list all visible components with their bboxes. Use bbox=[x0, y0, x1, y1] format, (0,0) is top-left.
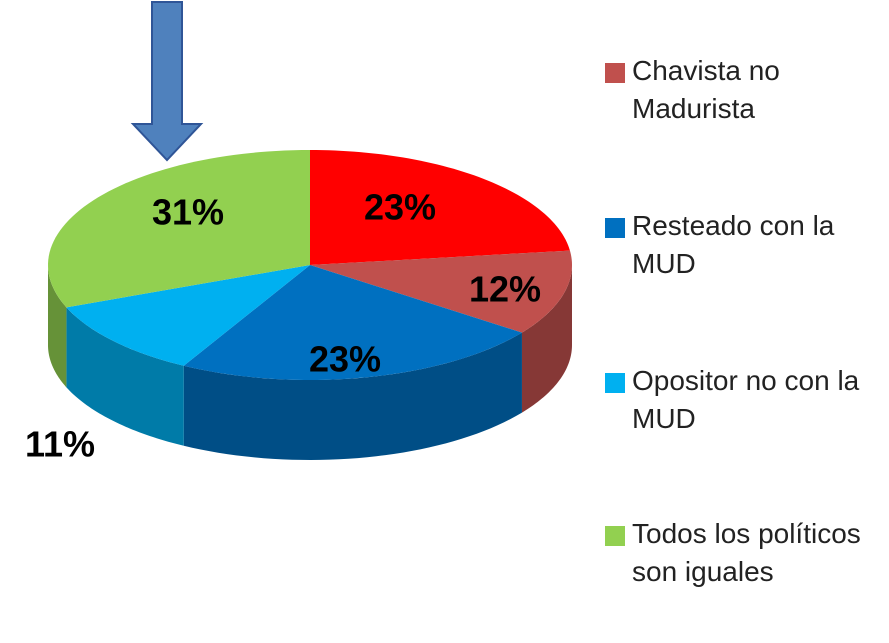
slice bbox=[310, 250, 572, 333]
arrow-shape bbox=[130, 1, 204, 162]
data-label: 12% bbox=[469, 269, 541, 310]
data-label: 31% bbox=[152, 192, 224, 233]
legend-label: Todos los políticos son iguales bbox=[632, 518, 861, 587]
legend-item: Chavista no Madurista bbox=[605, 52, 875, 128]
legend-item: Opositor no con la MUD bbox=[605, 362, 875, 438]
legend-swatch bbox=[605, 526, 625, 546]
slice bbox=[310, 150, 570, 265]
slice-side bbox=[183, 332, 522, 460]
arrow bbox=[130, 1, 204, 162]
legend-label: Opositor no con la MUD bbox=[632, 365, 860, 434]
legend-swatch bbox=[605, 63, 625, 83]
slice bbox=[183, 265, 522, 380]
legend-label: Chavista no Madurista bbox=[632, 55, 780, 124]
data-label: 11% bbox=[25, 424, 95, 465]
slice bbox=[48, 150, 310, 308]
slice bbox=[66, 265, 310, 366]
data-label: 23% bbox=[364, 187, 436, 228]
legend-label: Resteado con la MUD bbox=[632, 210, 835, 279]
data-labels: 23% 12% 23% 11% 31% bbox=[25, 187, 541, 465]
legend-swatch bbox=[605, 218, 625, 238]
slice-side bbox=[48, 265, 67, 388]
data-label: 23% bbox=[309, 339, 381, 380]
legend-item: Resteado con la MUD bbox=[605, 207, 875, 283]
slice-side bbox=[66, 307, 184, 446]
legend-swatch bbox=[605, 373, 625, 393]
legend-item: Todos los políticos son iguales bbox=[605, 515, 875, 591]
slice-side bbox=[521, 265, 572, 413]
slices bbox=[48, 150, 572, 460]
